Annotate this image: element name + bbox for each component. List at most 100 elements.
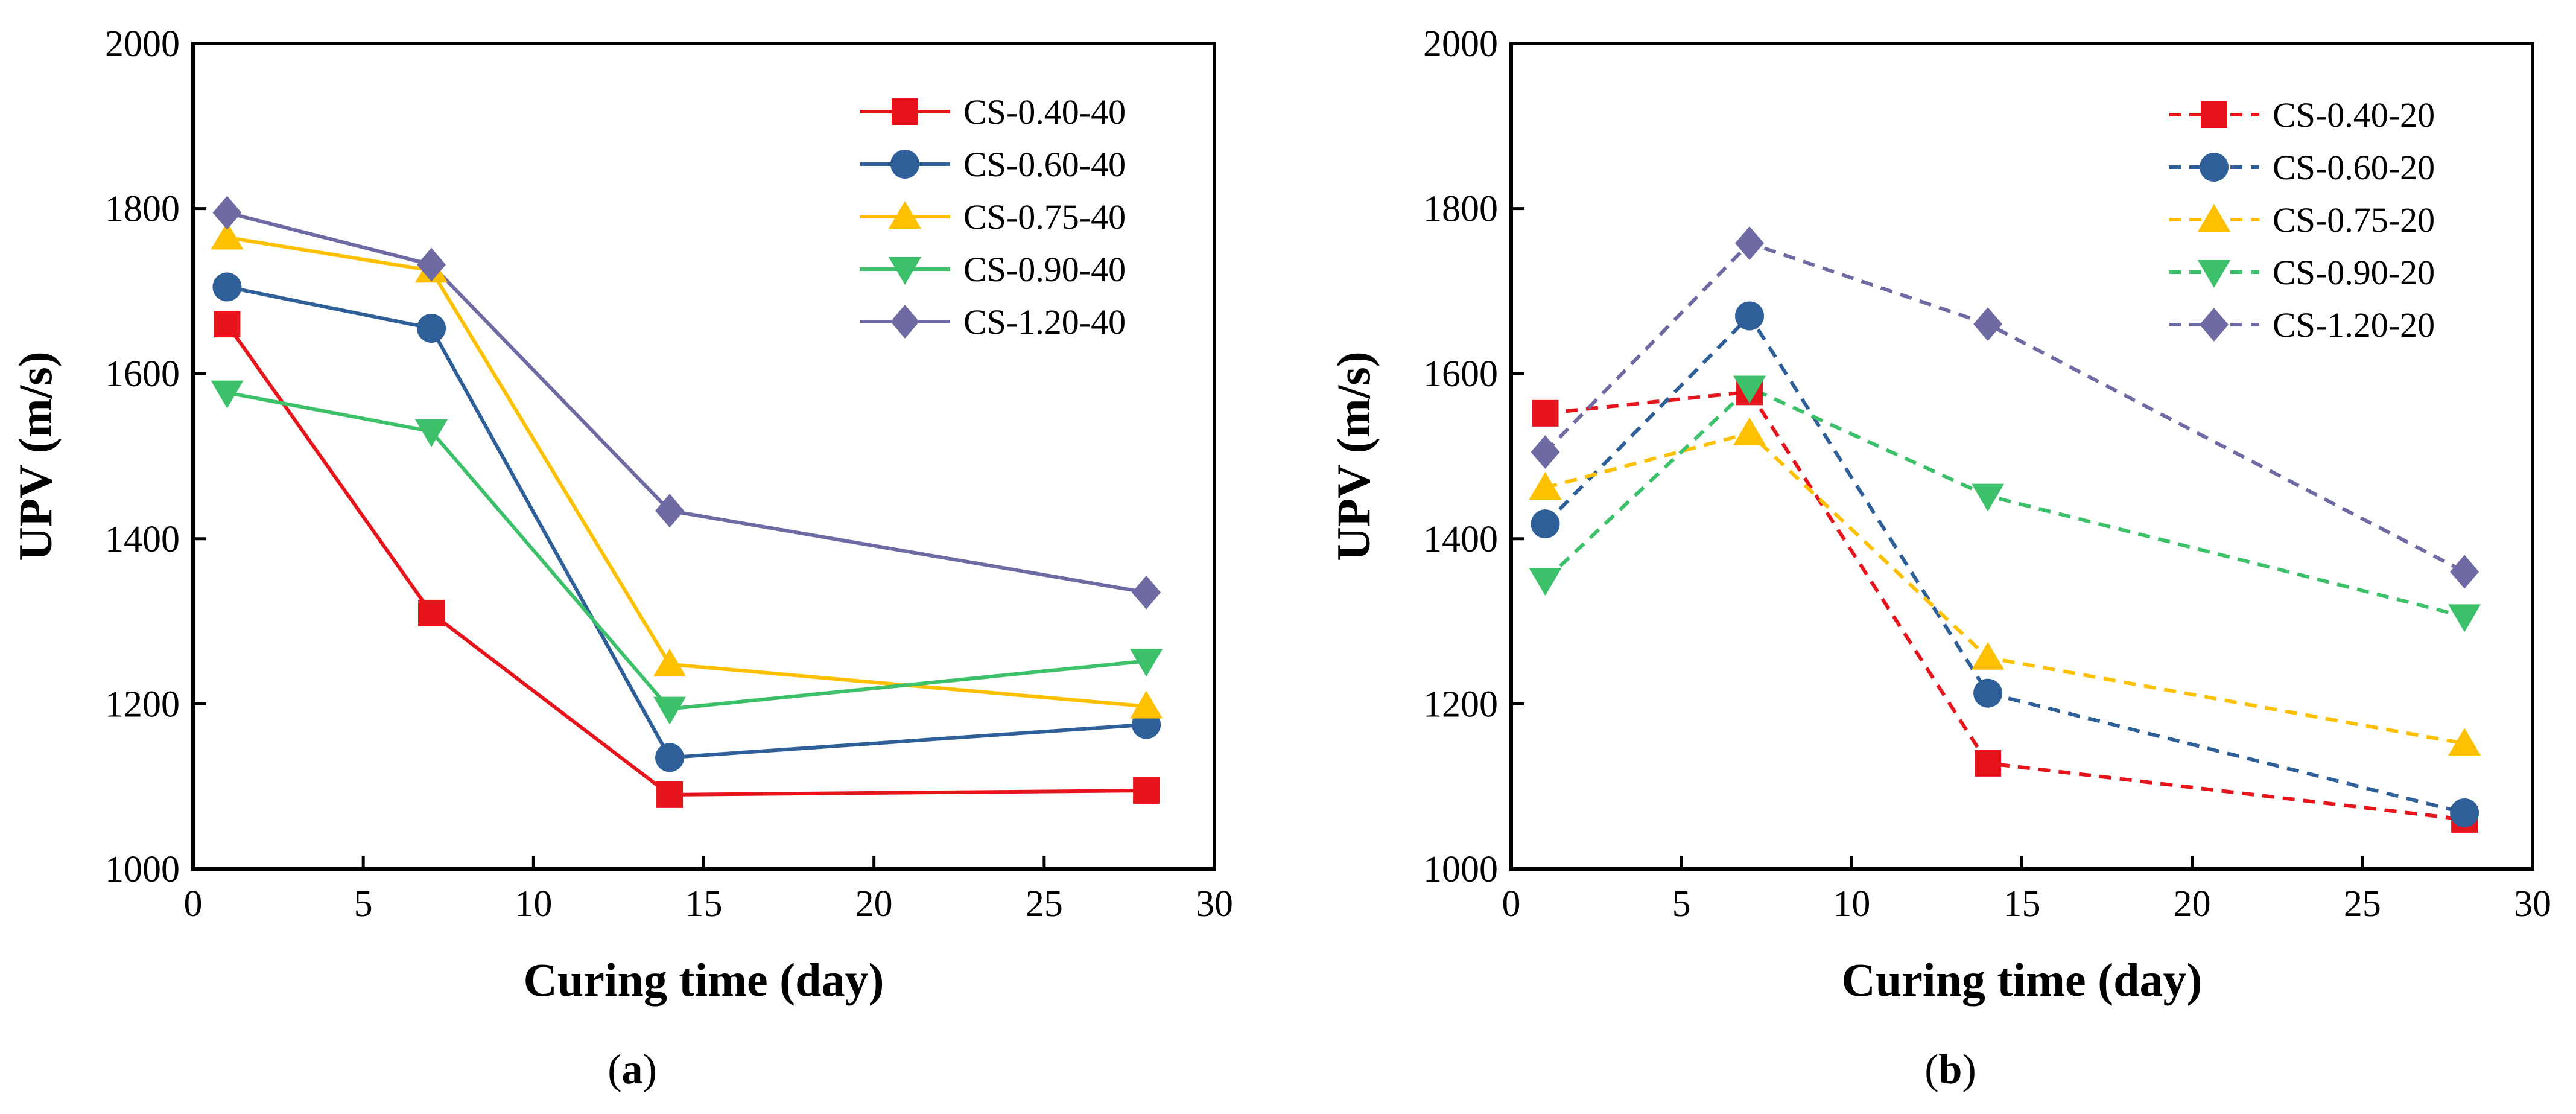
data-point-CS-0.40-20 [1532, 399, 1559, 427]
data-point-CS-0.90-20 [2448, 604, 2481, 632]
legend-label: CS-0.40-20 [2273, 95, 2435, 135]
legend-label: CS-1.20-40 [963, 302, 1126, 342]
data-point-CS-1.20-40 [1132, 575, 1161, 610]
series-line-CS-1.20-40 [226, 211, 1147, 594]
y-tick-label: 1000 [105, 849, 180, 890]
data-point-CS-0.75-40 [211, 221, 244, 250]
x-tick-label: 20 [2174, 883, 2211, 925]
legend-marker-CS-0.60-40 [890, 150, 919, 179]
y-tick-label: 1800 [1423, 189, 1498, 230]
legend-marker-CS-1.20-40 [890, 305, 919, 339]
y-tick-label: 2000 [105, 24, 180, 65]
series-line-CS-0.90-40 [226, 390, 1147, 711]
data-point-CS-0.75-20 [2448, 728, 2481, 756]
series-line-CS-0.40-40 [225, 323, 1147, 797]
data-point-CS-1.20-20 [1531, 435, 1560, 469]
panel-label-b: (b) [1924, 1046, 1976, 1093]
data-point-CS-0.60-20 [1531, 509, 1560, 539]
legend-label: CS-0.40-40 [963, 92, 1126, 132]
y-tick-label: 1600 [1423, 354, 1498, 395]
legend-marker-CS-0.75-40 [889, 201, 921, 229]
series-line-CS-0.40-20 [1545, 390, 2465, 821]
data-point-CS-0.60-20 [1735, 301, 1765, 331]
legend-label: CS-0.75-40 [963, 197, 1126, 237]
series-line-CS-1.20-20 [1544, 241, 2466, 574]
data-point-CS-1.20-20 [2450, 555, 2479, 589]
legend-marker-CS-0.90-20 [2198, 260, 2230, 288]
legend-label: CS-1.20-20 [2273, 305, 2435, 345]
x-tick-label: 10 [515, 883, 552, 925]
data-point-CS-0.40-20 [1975, 750, 2002, 777]
y-tick-label: 1600 [105, 354, 180, 395]
y-tick-label: 1400 [1423, 519, 1498, 560]
data-point-CS-1.20-40 [655, 494, 685, 528]
data-point-CS-0.60-40 [655, 743, 685, 772]
data-point-CS-0.75-20 [1529, 471, 1562, 500]
x-tick-label: 30 [2514, 883, 2551, 925]
data-point-CS-0.60-20 [2450, 798, 2479, 827]
data-point-CS-0.75-20 [1972, 641, 2005, 670]
x-axis-title: Curing time (day) [1842, 953, 2203, 1006]
data-point-CS-1.20-20 [1973, 307, 2003, 342]
panel-label-a: (a) [608, 1046, 657, 1093]
panel-a-chart: 0 5 10 15 20 25 30 1000 1200 1400 1600 1800 2000 Curi… [9, 24, 1233, 1006]
panel-b-chart: 0 5 10 15 20 25 30 1000 1200 1400 1600 1800 2000 Curi… [1327, 24, 2551, 1006]
data-point-CS-1.20-40 [212, 196, 242, 230]
legend-marker-CS-0.40-20 [2201, 101, 2227, 128]
x-tick-label: 25 [2344, 883, 2381, 925]
x-tick-label: 15 [2003, 883, 2041, 925]
data-point-CS-0.90-20 [1972, 483, 2005, 512]
series-line-CS-0.75-20 [1544, 431, 2465, 746]
x-tick-label: 25 [1026, 883, 1063, 925]
x-tick-label: 0 [184, 883, 203, 925]
x-tick-label: 5 [1672, 883, 1691, 925]
legend-marker-CS-0.75-20 [2198, 204, 2230, 232]
data-point-CS-0.90-40 [653, 696, 687, 725]
series-line-CS-0.90-20 [1544, 385, 2465, 619]
data-point-CS-0.90-40 [1130, 649, 1163, 677]
legend-label: CS-0.60-20 [2273, 148, 2435, 187]
series-line-CS-0.60-20 [1544, 313, 2465, 815]
data-point-CS-0.75-40 [1130, 690, 1163, 719]
y-tick-label: 1800 [105, 189, 180, 230]
data-point-CS-1.20-40 [417, 247, 446, 282]
y-tick-label: 1200 [105, 684, 180, 725]
data-point-CS-0.40-40 [1133, 777, 1160, 804]
legend-label: CS-0.90-40 [963, 250, 1126, 289]
legend-marker-CS-1.20-20 [2200, 308, 2229, 342]
x-tick-label: 20 [855, 883, 893, 925]
x-tick-label: 5 [354, 883, 373, 925]
data-point-CS-0.60-40 [212, 272, 242, 302]
data-point-CS-0.75-40 [653, 648, 687, 676]
series-line-CS-0.60-40 [226, 285, 1147, 760]
x-axis-title: Curing time (day) [524, 953, 884, 1006]
data-point-CS-0.90-40 [211, 380, 244, 409]
x-tick-label: 30 [1196, 883, 1233, 925]
y-tick-label: 2000 [1423, 24, 1498, 65]
data-point-CS-0.40-40 [418, 599, 445, 626]
y-axis-title: UPV (m/s) [9, 351, 62, 561]
data-point-CS-0.90-40 [415, 419, 448, 447]
x-tick-label: 0 [1502, 883, 1521, 925]
legend-marker-CS-0.90-40 [889, 257, 921, 285]
legend-label: CS-0.90-20 [2273, 253, 2435, 292]
legend-label: CS-0.75-20 [2273, 200, 2435, 240]
y-tick-label: 1400 [105, 519, 180, 560]
x-tick-label: 15 [685, 883, 723, 925]
y-tick-label: 1200 [1423, 684, 1498, 725]
data-point-CS-0.60-40 [417, 313, 446, 343]
data-point-CS-1.20-20 [1735, 226, 1765, 261]
data-point-CS-0.90-20 [1529, 568, 1562, 596]
y-tick-label: 1000 [1423, 849, 1498, 890]
legend-label: CS-0.60-40 [963, 145, 1126, 184]
legend-marker-CS-0.40-40 [892, 98, 918, 125]
x-tick-label: 10 [1833, 883, 1870, 925]
data-point-CS-0.40-40 [656, 781, 684, 808]
data-point-CS-0.75-20 [1733, 417, 1766, 445]
data-point-CS-0.60-20 [1973, 678, 2003, 708]
data-point-CS-0.90-20 [1733, 375, 1766, 404]
y-axis-title: UPV (m/s) [1327, 351, 1380, 561]
legend-marker-CS-0.60-20 [2200, 153, 2229, 182]
